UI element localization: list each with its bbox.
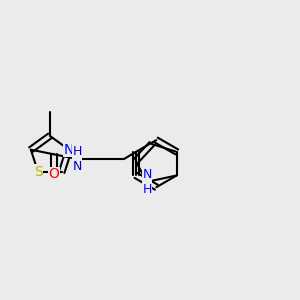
Text: N: N	[64, 143, 74, 157]
Text: S: S	[34, 165, 43, 179]
Text: O: O	[49, 167, 59, 181]
Text: N
H: N H	[142, 168, 152, 196]
Text: H
N: H N	[72, 145, 82, 173]
